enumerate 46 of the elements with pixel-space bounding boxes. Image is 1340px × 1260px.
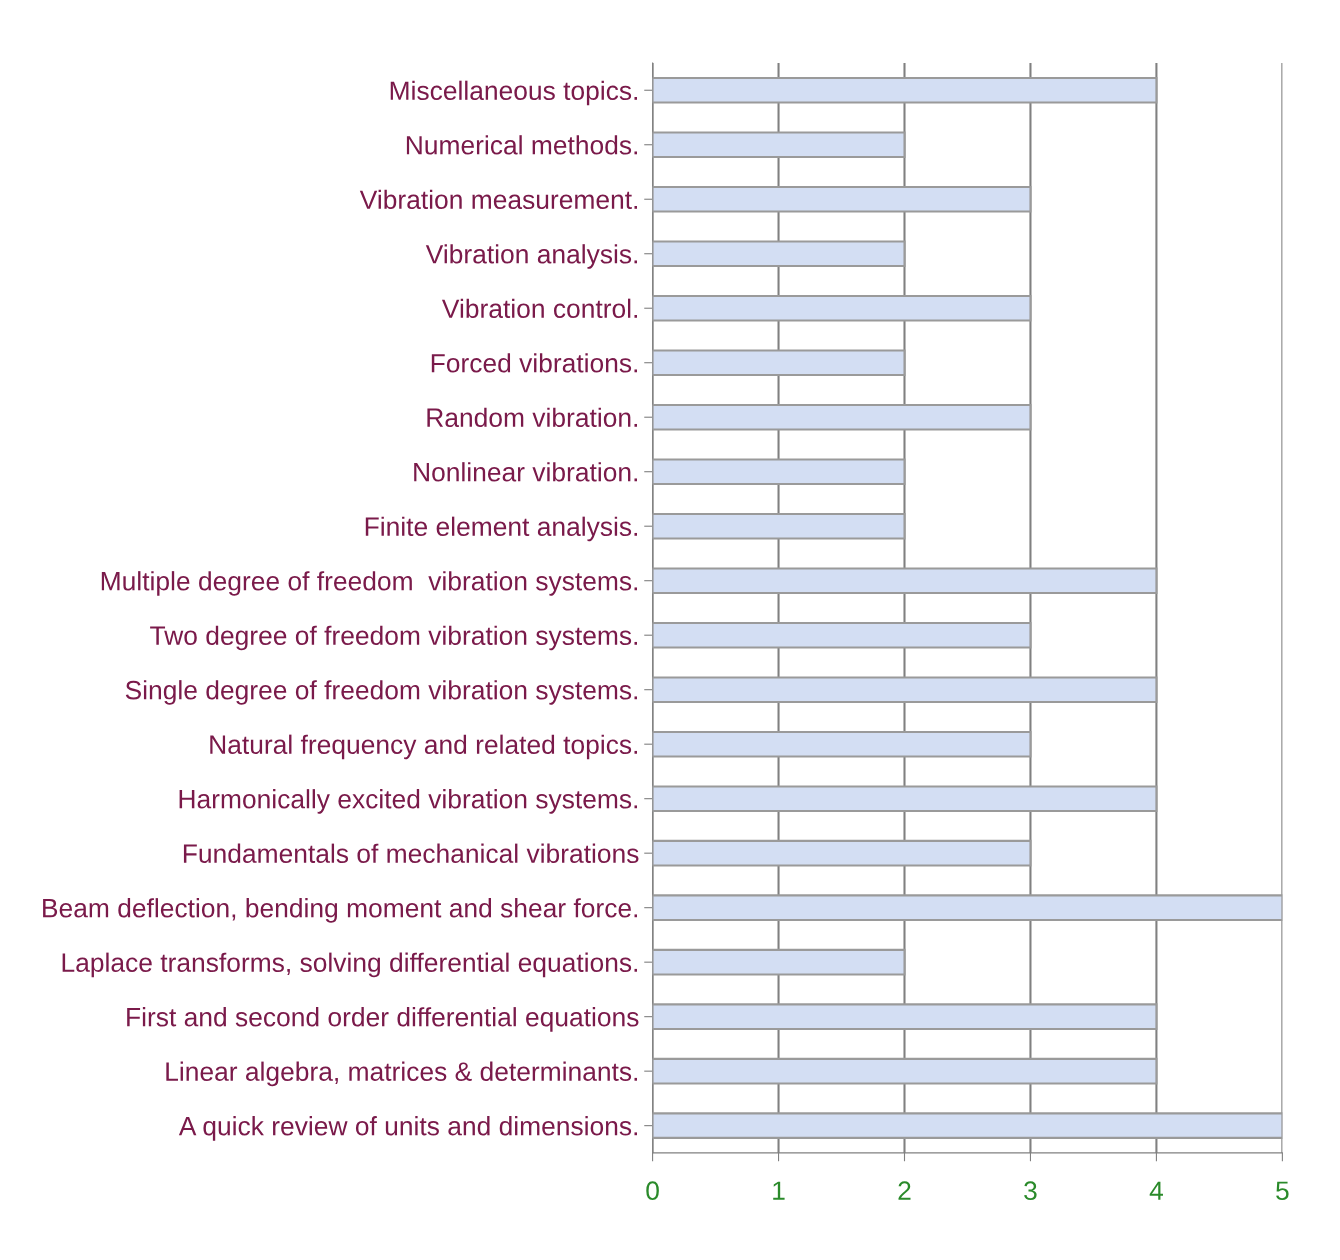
y-tick-label: Forced vibrations. <box>431 353 637 373</box>
bar <box>652 512 906 540</box>
x-tick-label: 0 <box>646 1181 659 1201</box>
y-tick-label: Beam deflection, bending moment and shear force. <box>43 898 638 923</box>
y-tick-label: Nonlinear vibration. <box>414 462 637 482</box>
y-tick-label: Fundamentals of mechanical vibrations <box>183 843 639 863</box>
bar <box>652 567 1158 594</box>
y-tick-label: A quick review of units and dimensions. <box>178 1116 637 1141</box>
y-tick-label: Laplace transforms, solving differential equations. <box>62 952 638 978</box>
y-tick-label: Natural frequency and related topics. <box>210 734 638 760</box>
x-tick-label: 1 <box>773 1181 785 1200</box>
bar <box>652 294 1032 322</box>
y-tick-label: Numerical methods. <box>406 135 637 155</box>
bar <box>652 349 906 377</box>
bar <box>652 839 1032 867</box>
y-tick-label: Multiple degree of freedom vibration systems. <box>101 571 638 596</box>
bar <box>652 1112 1283 1139</box>
bar <box>652 948 906 976</box>
x-tick-label: 5 <box>1276 1181 1289 1201</box>
y-tick-label: Miscellaneous topics. <box>390 80 637 106</box>
bar <box>652 185 1032 213</box>
y-tick-label: Single degree of freedom vibration systems. <box>125 680 638 705</box>
y-tick-label: Vibration analysis. <box>425 244 637 269</box>
bar <box>652 1057 1158 1085</box>
y-tick-label: Linear algebra, matrices & determinants. <box>166 1061 638 1087</box>
bar <box>652 730 1032 758</box>
y-tick-label: Harmonically excited vibration systems. <box>179 789 637 814</box>
bar <box>652 621 1032 649</box>
y-tick-label: First and second order differential equations <box>127 1007 639 1032</box>
bar <box>652 894 1283 921</box>
x-tick-label: 3 <box>1024 1181 1037 1201</box>
bar <box>652 458 906 486</box>
bar <box>652 1003 1158 1030</box>
y-tick-label: Random vibration. <box>427 407 637 428</box>
bar <box>652 676 1158 703</box>
bar <box>652 785 1158 812</box>
bar <box>652 240 906 268</box>
y-tick-label: Finite element analysis. <box>365 516 637 542</box>
bar <box>652 403 1032 431</box>
y-tick-label: Vibration control. <box>441 298 637 319</box>
x-tick-label: 2 <box>898 1181 911 1200</box>
bar <box>652 131 906 159</box>
bar <box>652 76 1158 104</box>
y-tick-label: Two degree of freedom vibration systems. <box>150 625 638 651</box>
x-tick-label: 4 <box>1149 1181 1163 1200</box>
y-tick-label: Vibration measurement. <box>359 189 637 210</box>
